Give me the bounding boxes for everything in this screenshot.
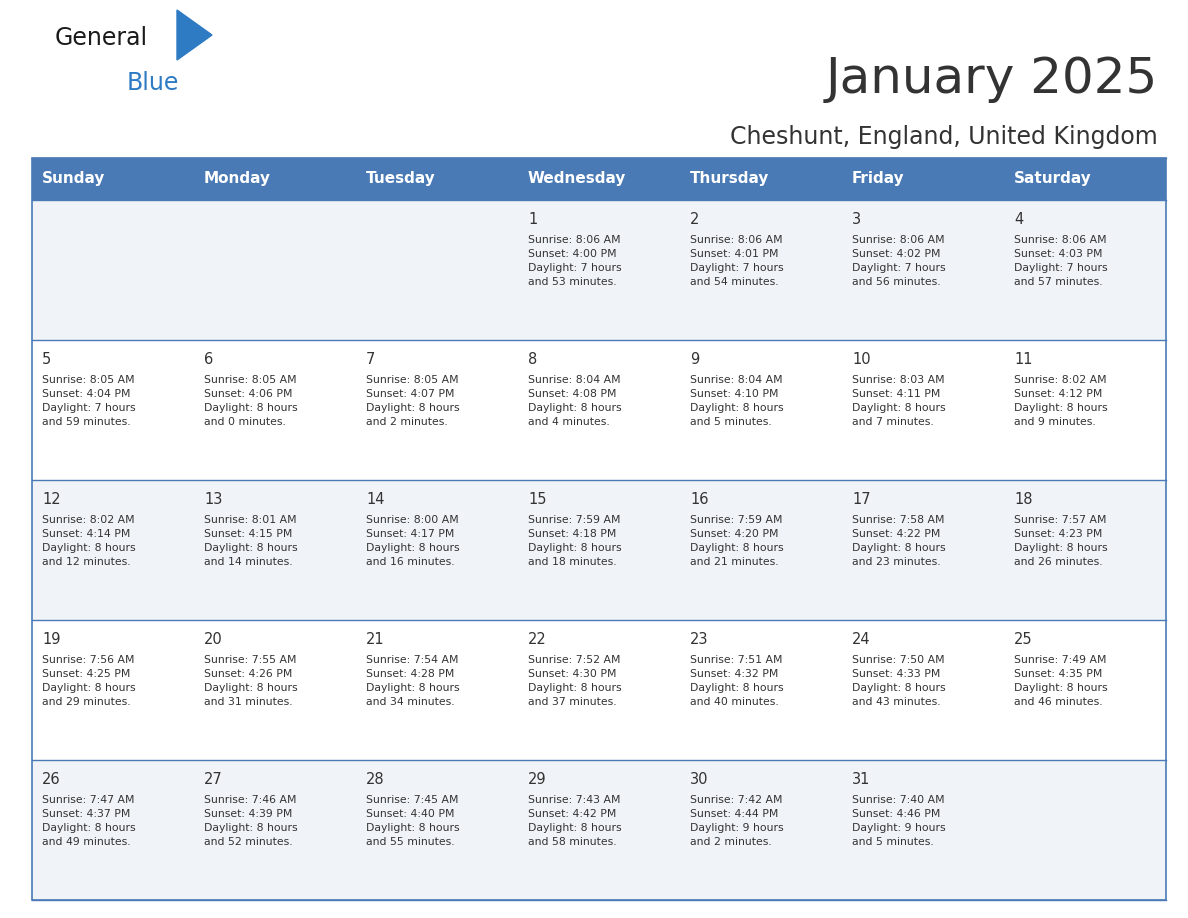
Text: Sunrise: 7:45 AM
Sunset: 4:40 PM
Daylight: 8 hours
and 55 minutes.: Sunrise: 7:45 AM Sunset: 4:40 PM Dayligh… bbox=[366, 795, 460, 847]
Text: January 2025: January 2025 bbox=[826, 55, 1158, 103]
Text: Sunrise: 8:03 AM
Sunset: 4:11 PM
Daylight: 8 hours
and 7 minutes.: Sunrise: 8:03 AM Sunset: 4:11 PM Dayligh… bbox=[852, 375, 946, 427]
Text: 2: 2 bbox=[690, 212, 700, 227]
Text: Sunrise: 7:54 AM
Sunset: 4:28 PM
Daylight: 8 hours
and 34 minutes.: Sunrise: 7:54 AM Sunset: 4:28 PM Dayligh… bbox=[366, 655, 460, 707]
Text: Sunrise: 8:05 AM
Sunset: 4:04 PM
Daylight: 7 hours
and 59 minutes.: Sunrise: 8:05 AM Sunset: 4:04 PM Dayligh… bbox=[42, 375, 135, 427]
Text: 27: 27 bbox=[204, 772, 222, 787]
Text: 10: 10 bbox=[852, 352, 871, 367]
Text: 21: 21 bbox=[366, 632, 385, 647]
Text: Wednesday: Wednesday bbox=[527, 172, 626, 186]
Text: 6: 6 bbox=[204, 352, 214, 367]
Text: 19: 19 bbox=[42, 632, 61, 647]
Text: 17: 17 bbox=[852, 492, 871, 507]
Bar bbox=[32, 158, 1165, 200]
Text: 31: 31 bbox=[852, 772, 871, 787]
Text: Sunrise: 8:06 AM
Sunset: 4:03 PM
Daylight: 7 hours
and 57 minutes.: Sunrise: 8:06 AM Sunset: 4:03 PM Dayligh… bbox=[1015, 235, 1107, 287]
Text: Sunrise: 7:42 AM
Sunset: 4:44 PM
Daylight: 9 hours
and 2 minutes.: Sunrise: 7:42 AM Sunset: 4:44 PM Dayligh… bbox=[690, 795, 784, 847]
Text: 5: 5 bbox=[42, 352, 51, 367]
Text: Cheshunt, England, United Kingdom: Cheshunt, England, United Kingdom bbox=[731, 125, 1158, 149]
Text: Sunrise: 7:40 AM
Sunset: 4:46 PM
Daylight: 9 hours
and 5 minutes.: Sunrise: 7:40 AM Sunset: 4:46 PM Dayligh… bbox=[852, 795, 946, 847]
Text: 28: 28 bbox=[366, 772, 385, 787]
Text: 3: 3 bbox=[852, 212, 861, 227]
Text: Sunrise: 7:55 AM
Sunset: 4:26 PM
Daylight: 8 hours
and 31 minutes.: Sunrise: 7:55 AM Sunset: 4:26 PM Dayligh… bbox=[204, 655, 298, 707]
Text: 20: 20 bbox=[204, 632, 222, 647]
Text: 7: 7 bbox=[366, 352, 375, 367]
Text: 26: 26 bbox=[42, 772, 61, 787]
Text: Blue: Blue bbox=[127, 71, 179, 95]
Text: 18: 18 bbox=[1015, 492, 1032, 507]
Text: Sunrise: 8:01 AM
Sunset: 4:15 PM
Daylight: 8 hours
and 14 minutes.: Sunrise: 8:01 AM Sunset: 4:15 PM Dayligh… bbox=[204, 515, 298, 567]
Text: Sunrise: 8:06 AM
Sunset: 4:02 PM
Daylight: 7 hours
and 56 minutes.: Sunrise: 8:06 AM Sunset: 4:02 PM Dayligh… bbox=[852, 235, 946, 287]
Text: 15: 15 bbox=[527, 492, 546, 507]
Text: 12: 12 bbox=[42, 492, 61, 507]
Text: Sunrise: 8:04 AM
Sunset: 4:10 PM
Daylight: 8 hours
and 5 minutes.: Sunrise: 8:04 AM Sunset: 4:10 PM Dayligh… bbox=[690, 375, 784, 427]
Text: 22: 22 bbox=[527, 632, 546, 647]
Polygon shape bbox=[177, 10, 211, 60]
Text: Sunrise: 7:49 AM
Sunset: 4:35 PM
Daylight: 8 hours
and 46 minutes.: Sunrise: 7:49 AM Sunset: 4:35 PM Dayligh… bbox=[1015, 655, 1107, 707]
Text: Sunrise: 8:02 AM
Sunset: 4:14 PM
Daylight: 8 hours
and 12 minutes.: Sunrise: 8:02 AM Sunset: 4:14 PM Dayligh… bbox=[42, 515, 135, 567]
Text: 25: 25 bbox=[1015, 632, 1032, 647]
Text: 8: 8 bbox=[527, 352, 537, 367]
Text: General: General bbox=[55, 26, 148, 50]
Text: Sunrise: 8:00 AM
Sunset: 4:17 PM
Daylight: 8 hours
and 16 minutes.: Sunrise: 8:00 AM Sunset: 4:17 PM Dayligh… bbox=[366, 515, 460, 567]
Text: Sunrise: 7:47 AM
Sunset: 4:37 PM
Daylight: 8 hours
and 49 minutes.: Sunrise: 7:47 AM Sunset: 4:37 PM Dayligh… bbox=[42, 795, 135, 847]
Text: 1: 1 bbox=[527, 212, 537, 227]
Text: 29: 29 bbox=[527, 772, 546, 787]
Text: Sunrise: 8:06 AM
Sunset: 4:00 PM
Daylight: 7 hours
and 53 minutes.: Sunrise: 8:06 AM Sunset: 4:00 PM Dayligh… bbox=[527, 235, 621, 287]
Text: Sunrise: 8:05 AM
Sunset: 4:07 PM
Daylight: 8 hours
and 2 minutes.: Sunrise: 8:05 AM Sunset: 4:07 PM Dayligh… bbox=[366, 375, 460, 427]
Text: Thursday: Thursday bbox=[690, 172, 770, 186]
Bar bbox=[32, 340, 1165, 480]
Text: Sunrise: 7:57 AM
Sunset: 4:23 PM
Daylight: 8 hours
and 26 minutes.: Sunrise: 7:57 AM Sunset: 4:23 PM Dayligh… bbox=[1015, 515, 1107, 567]
Text: Sunrise: 7:56 AM
Sunset: 4:25 PM
Daylight: 8 hours
and 29 minutes.: Sunrise: 7:56 AM Sunset: 4:25 PM Dayligh… bbox=[42, 655, 135, 707]
Bar bbox=[32, 158, 1165, 900]
Text: 9: 9 bbox=[690, 352, 700, 367]
Text: Sunrise: 7:59 AM
Sunset: 4:18 PM
Daylight: 8 hours
and 18 minutes.: Sunrise: 7:59 AM Sunset: 4:18 PM Dayligh… bbox=[527, 515, 621, 567]
Text: 23: 23 bbox=[690, 632, 708, 647]
Bar bbox=[32, 620, 1165, 760]
Text: Sunrise: 7:46 AM
Sunset: 4:39 PM
Daylight: 8 hours
and 52 minutes.: Sunrise: 7:46 AM Sunset: 4:39 PM Dayligh… bbox=[204, 795, 298, 847]
Text: 30: 30 bbox=[690, 772, 708, 787]
Text: Sunrise: 7:51 AM
Sunset: 4:32 PM
Daylight: 8 hours
and 40 minutes.: Sunrise: 7:51 AM Sunset: 4:32 PM Dayligh… bbox=[690, 655, 784, 707]
Text: Sunrise: 8:04 AM
Sunset: 4:08 PM
Daylight: 8 hours
and 4 minutes.: Sunrise: 8:04 AM Sunset: 4:08 PM Dayligh… bbox=[527, 375, 621, 427]
Text: Sunrise: 8:05 AM
Sunset: 4:06 PM
Daylight: 8 hours
and 0 minutes.: Sunrise: 8:05 AM Sunset: 4:06 PM Dayligh… bbox=[204, 375, 298, 427]
Text: Sunrise: 7:52 AM
Sunset: 4:30 PM
Daylight: 8 hours
and 37 minutes.: Sunrise: 7:52 AM Sunset: 4:30 PM Dayligh… bbox=[527, 655, 621, 707]
Text: Friday: Friday bbox=[852, 172, 904, 186]
Bar bbox=[32, 200, 1165, 340]
Text: Sunrise: 7:43 AM
Sunset: 4:42 PM
Daylight: 8 hours
and 58 minutes.: Sunrise: 7:43 AM Sunset: 4:42 PM Dayligh… bbox=[527, 795, 621, 847]
Text: 13: 13 bbox=[204, 492, 222, 507]
Text: 24: 24 bbox=[852, 632, 871, 647]
Text: Tuesday: Tuesday bbox=[366, 172, 436, 186]
Bar bbox=[32, 760, 1165, 900]
Text: Sunrise: 7:59 AM
Sunset: 4:20 PM
Daylight: 8 hours
and 21 minutes.: Sunrise: 7:59 AM Sunset: 4:20 PM Dayligh… bbox=[690, 515, 784, 567]
Text: Sunrise: 8:06 AM
Sunset: 4:01 PM
Daylight: 7 hours
and 54 minutes.: Sunrise: 8:06 AM Sunset: 4:01 PM Dayligh… bbox=[690, 235, 784, 287]
Text: Sunday: Sunday bbox=[42, 172, 106, 186]
Text: Monday: Monday bbox=[204, 172, 271, 186]
Text: Sunrise: 8:02 AM
Sunset: 4:12 PM
Daylight: 8 hours
and 9 minutes.: Sunrise: 8:02 AM Sunset: 4:12 PM Dayligh… bbox=[1015, 375, 1107, 427]
Bar bbox=[32, 480, 1165, 620]
Text: 16: 16 bbox=[690, 492, 708, 507]
Text: Sunrise: 7:50 AM
Sunset: 4:33 PM
Daylight: 8 hours
and 43 minutes.: Sunrise: 7:50 AM Sunset: 4:33 PM Dayligh… bbox=[852, 655, 946, 707]
Text: Saturday: Saturday bbox=[1015, 172, 1092, 186]
Text: 4: 4 bbox=[1015, 212, 1023, 227]
Text: Sunrise: 7:58 AM
Sunset: 4:22 PM
Daylight: 8 hours
and 23 minutes.: Sunrise: 7:58 AM Sunset: 4:22 PM Dayligh… bbox=[852, 515, 946, 567]
Text: 11: 11 bbox=[1015, 352, 1032, 367]
Text: 14: 14 bbox=[366, 492, 385, 507]
